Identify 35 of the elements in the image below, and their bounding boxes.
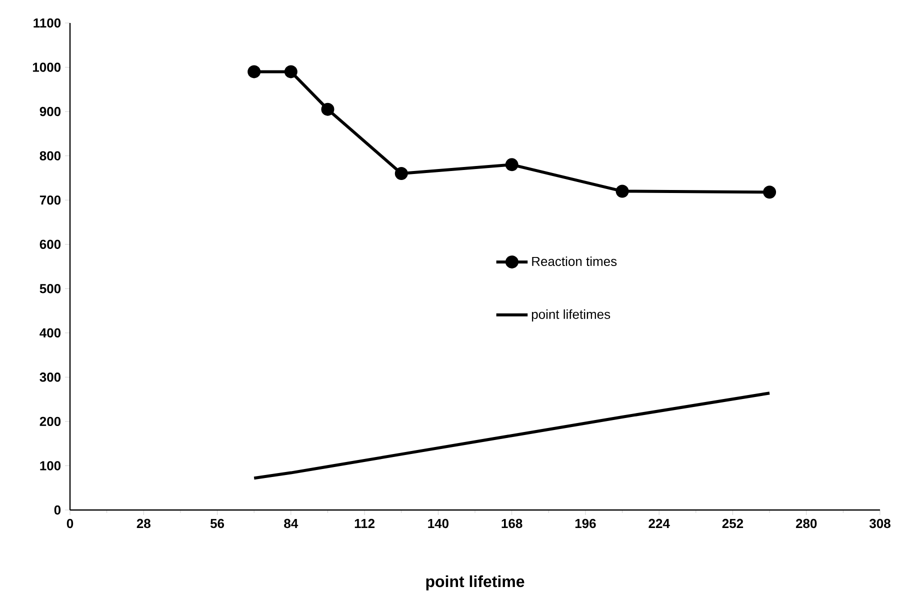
x-tick-label: 0 [66,518,74,528]
y-tick-label: 900 [40,106,61,116]
x-tick-label: 140 [428,518,448,528]
line-series [252,392,772,480]
x-tick-label: 168 [502,518,522,528]
point [284,65,298,78]
x-tick-label: 112 [354,518,375,528]
y-tick-label: 300 [40,372,61,382]
x-tick-label: 280 [796,518,817,528]
y-tick-label: 800 [40,151,61,160]
point [763,186,776,199]
x-tick-label: 308 [869,518,890,528]
y-tick-label: 700 [40,195,61,205]
y-tick-label: 1000 [32,62,61,72]
y-tick-label: 400 [40,328,61,338]
y-tick-label: 500 [40,284,61,294]
x-tick-label: 84 [284,518,298,528]
x-axis-title: point lifetime [426,575,524,590]
x-tick-label: 56 [210,518,224,528]
point [248,65,261,78]
y-tick-label: 600 [40,240,61,249]
y-tick-label: 0 [54,505,61,515]
y-tick-label: 200 [40,416,61,426]
point [321,102,334,116]
point [616,184,629,198]
point [505,158,518,172]
legend-label: point lifetimes [532,309,610,322]
x-tick-label: 28 [136,518,150,528]
x-tick-label: 252 [722,518,744,528]
y-tick-label: 1100 [34,18,61,28]
point [394,167,408,180]
y-tick-label: 100 [40,461,61,470]
x-tick-label: 224 [648,518,670,528]
legend-label: Reaction times [532,256,617,266]
x-tick-label: 196 [575,518,596,528]
